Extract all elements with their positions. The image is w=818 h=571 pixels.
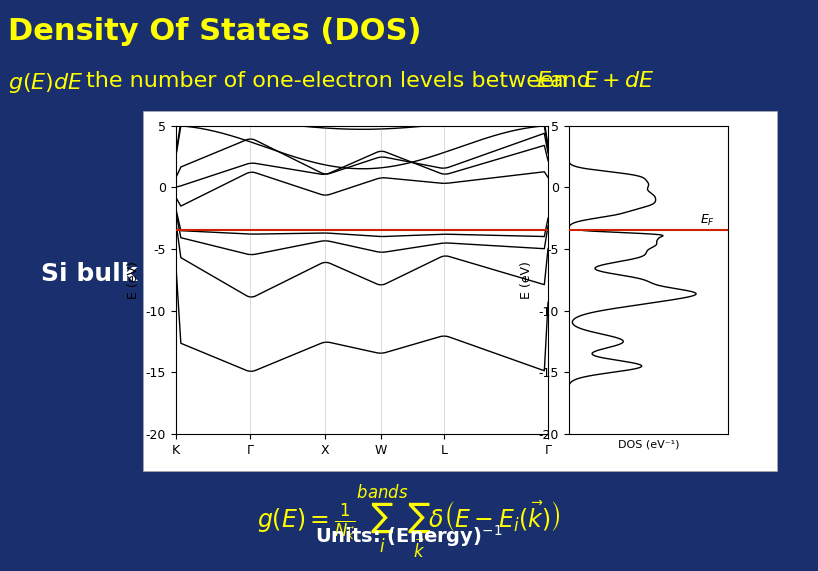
Text: $E + dE$: $E + dE$ <box>583 71 654 91</box>
Text: Density Of States (DOS): Density Of States (DOS) <box>8 17 422 46</box>
Text: and: and <box>550 71 591 91</box>
Text: the number of one-electron levels between: the number of one-electron levels betwee… <box>86 71 568 91</box>
FancyBboxPatch shape <box>143 111 777 471</box>
Y-axis label: E (eV): E (eV) <box>128 261 140 299</box>
Text: $E_F$: $E_F$ <box>700 213 715 228</box>
Text: $g(E)dE$: $g(E)dE$ <box>8 71 84 95</box>
Text: Units: (Energy)$^{-1}$: Units: (Energy)$^{-1}$ <box>315 524 503 549</box>
Text: Si bulk: Si bulk <box>41 262 137 286</box>
Text: $E$: $E$ <box>536 71 552 91</box>
X-axis label: DOS (eV⁻¹): DOS (eV⁻¹) <box>618 440 679 449</box>
Y-axis label: E (eV): E (eV) <box>520 261 533 299</box>
Text: $g(E) = \frac{1}{N_{\vec{k}}} \sum_{i}^{bands} \sum_{\vec{k}} \delta \left(E - E: $g(E) = \frac{1}{N_{\vec{k}}} \sum_{i}^{… <box>257 482 561 561</box>
